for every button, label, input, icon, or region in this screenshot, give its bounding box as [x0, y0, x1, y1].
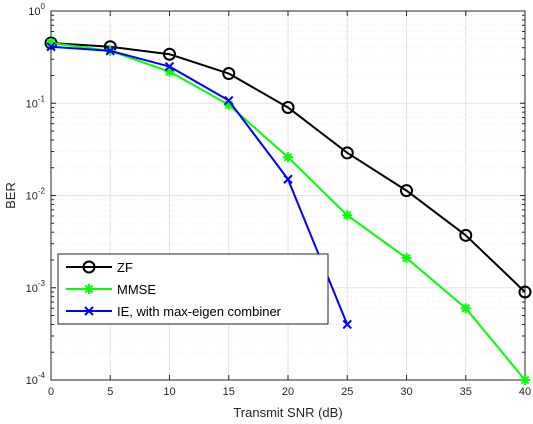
- data-point-zf: [518, 285, 532, 299]
- y-tick-label: 100: [28, 2, 45, 18]
- data-point-ie-with-max-eigen-combiner: [46, 42, 56, 52]
- data-point-zf: [340, 146, 354, 160]
- series-ie-with-max-eigen-combiner: [46, 42, 352, 330]
- x-tick-label: 25: [341, 386, 353, 398]
- legend-label-ie-with-max-eigen-combiner: IE, with max-eigen combiner: [117, 304, 282, 319]
- data-point-zf: [281, 100, 295, 114]
- x-tick-label: 20: [282, 386, 294, 398]
- data-point-ie-with-max-eigen-combiner: [283, 174, 293, 184]
- data-point-mmse: [164, 66, 175, 77]
- legend-marker-zf: [82, 260, 96, 274]
- x-axis-label: Transmit SNR (dB): [233, 405, 342, 420]
- series-line-ie-with-max-eigen-combiner: [50, 45, 349, 325]
- x-tick-label: 0: [48, 386, 54, 398]
- x-tick-label: 10: [163, 386, 175, 398]
- legend-label-zf: ZF: [117, 260, 133, 275]
- x-tick-label: 15: [223, 386, 235, 398]
- y-tick-label: 10-2: [26, 187, 46, 203]
- data-point-ie-with-max-eigen-combiner: [342, 319, 352, 330]
- data-point-ie-with-max-eigen-combiner: [224, 95, 234, 106]
- legend-marker-mmse: [84, 284, 94, 294]
- data-point-mmse: [460, 303, 471, 314]
- data-point-zf: [459, 228, 473, 242]
- data-point-mmse: [342, 210, 353, 221]
- tick-layer: 0 5 10 15 20 25 30 35 40 10-4 10-3 10-2 10-1 100: [26, 2, 532, 398]
- data-point-ie-with-max-eigen-combiner: [164, 61, 175, 72]
- y-tick-label: 10-4: [26, 371, 46, 387]
- data-point-mmse: [46, 37, 56, 48]
- series-layer: [44, 36, 532, 385]
- y-axis-label: BER: [3, 182, 18, 209]
- x-tick-label: 40: [519, 386, 531, 398]
- data-point-mmse: [223, 99, 234, 110]
- series-line-zf: [50, 41, 526, 293]
- y-tick-label: 10-1: [26, 94, 46, 110]
- x-tick-label: 30: [400, 386, 412, 398]
- x-tick-label: 5: [107, 386, 113, 398]
- y-tick-label: 10-3: [26, 279, 46, 295]
- legend: ZF MMSE IE, with max-eigen combiner: [57, 253, 329, 325]
- data-point-mmse: [401, 253, 412, 264]
- data-point-zf: [400, 184, 413, 198]
- series-mmse: [46, 37, 530, 385]
- data-point-zf: [163, 47, 176, 61]
- data-point-mmse: [520, 375, 530, 385]
- x-tick-label: 35: [460, 386, 472, 398]
- legend-label-mmse: MMSE: [117, 282, 156, 297]
- legend-marker-ie-with-max-eigen-combiner: [84, 306, 94, 316]
- data-point-mmse: [283, 152, 293, 163]
- data-point-ie-with-max-eigen-combiner: [105, 46, 115, 56]
- data-point-zf: [222, 67, 236, 81]
